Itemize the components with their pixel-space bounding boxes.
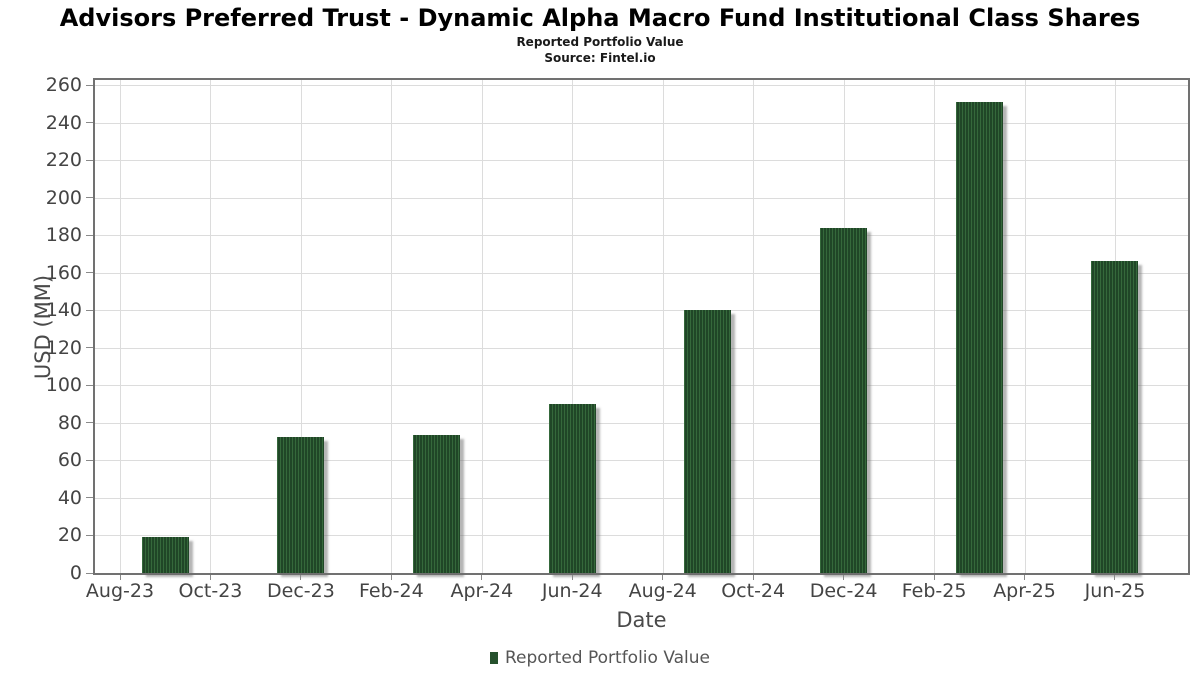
x-tick-label: Dec-23: [267, 580, 335, 602]
y-tick-label: 260: [45, 74, 82, 97]
bar-dec-24[interactable]: [820, 227, 868, 573]
y-tick-label: 0: [69, 562, 82, 584]
gridline-v: [1024, 80, 1026, 573]
gridline-h: [95, 272, 1188, 274]
gridline-h: [95, 235, 1188, 237]
x-axis-title: Date: [616, 608, 667, 632]
y-tick-mark: [86, 159, 93, 161]
gridline-v: [662, 80, 664, 573]
x-tick-label: Jun-24: [541, 580, 603, 602]
bar-dec-23[interactable]: [277, 436, 325, 573]
y-tick-label: 20: [57, 524, 82, 547]
gridline-v: [572, 80, 574, 573]
plot-area: [93, 78, 1190, 575]
y-tick-label: 140: [45, 299, 82, 322]
y-tick-label: 40: [57, 486, 82, 509]
x-tick-mark: [752, 575, 754, 580]
gridline-v: [481, 80, 483, 573]
y-tick-mark: [86, 122, 93, 124]
y-tick-mark: [86, 197, 93, 199]
gridline-h: [95, 310, 1188, 312]
gridline-h: [95, 197, 1188, 199]
x-tick-label: Dec-24: [809, 580, 878, 602]
chart-subtitle: Reported Portfolio Value: [516, 35, 684, 49]
legend-swatch-icon: [489, 652, 498, 664]
y-tick-label: 220: [45, 149, 82, 172]
x-tick-mark: [390, 575, 392, 580]
legend-label: Reported Portfolio Value: [504, 648, 711, 668]
x-tick-mark: [933, 575, 935, 580]
gridline-h: [95, 497, 1188, 499]
gridline-v: [934, 80, 936, 573]
x-tick-label: Apr-25: [993, 580, 1056, 602]
bar-mar-24[interactable]: [413, 435, 461, 573]
y-tick-mark: [86, 347, 93, 349]
gridline-v: [753, 80, 755, 573]
gridline-h: [95, 122, 1188, 124]
gridline-h: [95, 347, 1188, 349]
gridline-h: [95, 422, 1188, 424]
x-tick-mark: [571, 575, 573, 580]
bar-sep-24[interactable]: [684, 310, 732, 573]
y-tick-mark: [86, 572, 93, 574]
gridline-v: [120, 80, 121, 573]
y-tick-mark: [86, 384, 93, 386]
gridline-h: [95, 160, 1188, 162]
x-tick-label: Aug-24: [628, 580, 697, 602]
y-tick-mark: [86, 234, 93, 236]
gridline-h: [95, 460, 1188, 462]
gridline-v: [300, 80, 302, 573]
x-tick-label: Feb-24: [359, 580, 424, 602]
x-tick-label: Feb-25: [901, 580, 967, 602]
y-tick-label: 180: [45, 224, 82, 247]
chart-title: Advisors Preferred Trust - Dynamic Alpha…: [59, 4, 1141, 32]
y-tick-mark: [86, 309, 93, 311]
x-tick-mark: [481, 575, 483, 580]
y-tick-mark: [86, 84, 93, 86]
x-tick-label: Oct-23: [178, 580, 243, 602]
chart-source: Source: Fintel.io: [544, 51, 656, 65]
y-tick-mark: [86, 534, 93, 536]
x-tick-label: Apr-24: [450, 580, 514, 602]
bar-jun-25[interactable]: [1091, 260, 1139, 573]
y-tick-label: 200: [45, 186, 82, 209]
y-tick-label: 240: [45, 111, 82, 134]
bar-mar-25[interactable]: [955, 102, 1003, 573]
gridline-h: [95, 535, 1188, 537]
x-tick-label: Oct-24: [721, 580, 786, 602]
x-tick-label: Jun-25: [1084, 580, 1146, 602]
x-tick-mark: [662, 575, 664, 580]
legend: Reported Portfolio Value: [0, 648, 1200, 668]
y-tick-mark: [86, 459, 93, 461]
gridline-h: [95, 385, 1188, 387]
x-tick-mark: [209, 575, 211, 580]
y-tick-mark: [86, 497, 93, 499]
y-tick-mark: [86, 272, 93, 274]
gridline-v: [391, 80, 393, 573]
y-tick-label: 80: [57, 411, 82, 434]
y-tick-label: 120: [45, 336, 82, 359]
x-tick-mark: [843, 575, 845, 580]
gridline-v: [210, 80, 212, 573]
y-axis-title: USD (MM): [31, 274, 55, 380]
y-tick-label: 100: [45, 374, 82, 397]
bar-jun-24[interactable]: [548, 404, 596, 573]
x-tick-mark: [300, 575, 302, 580]
y-tick-mark: [86, 422, 93, 424]
x-tick-label: Aug-23: [85, 580, 155, 602]
bar-sep-23[interactable]: [141, 537, 189, 573]
x-tick-mark: [1024, 575, 1026, 580]
x-tick-mark: [119, 575, 121, 580]
x-tick-mark: [1114, 575, 1116, 580]
y-tick-label: 160: [45, 261, 82, 284]
gridline-h: [95, 85, 1188, 87]
y-tick-label: 60: [57, 449, 82, 472]
